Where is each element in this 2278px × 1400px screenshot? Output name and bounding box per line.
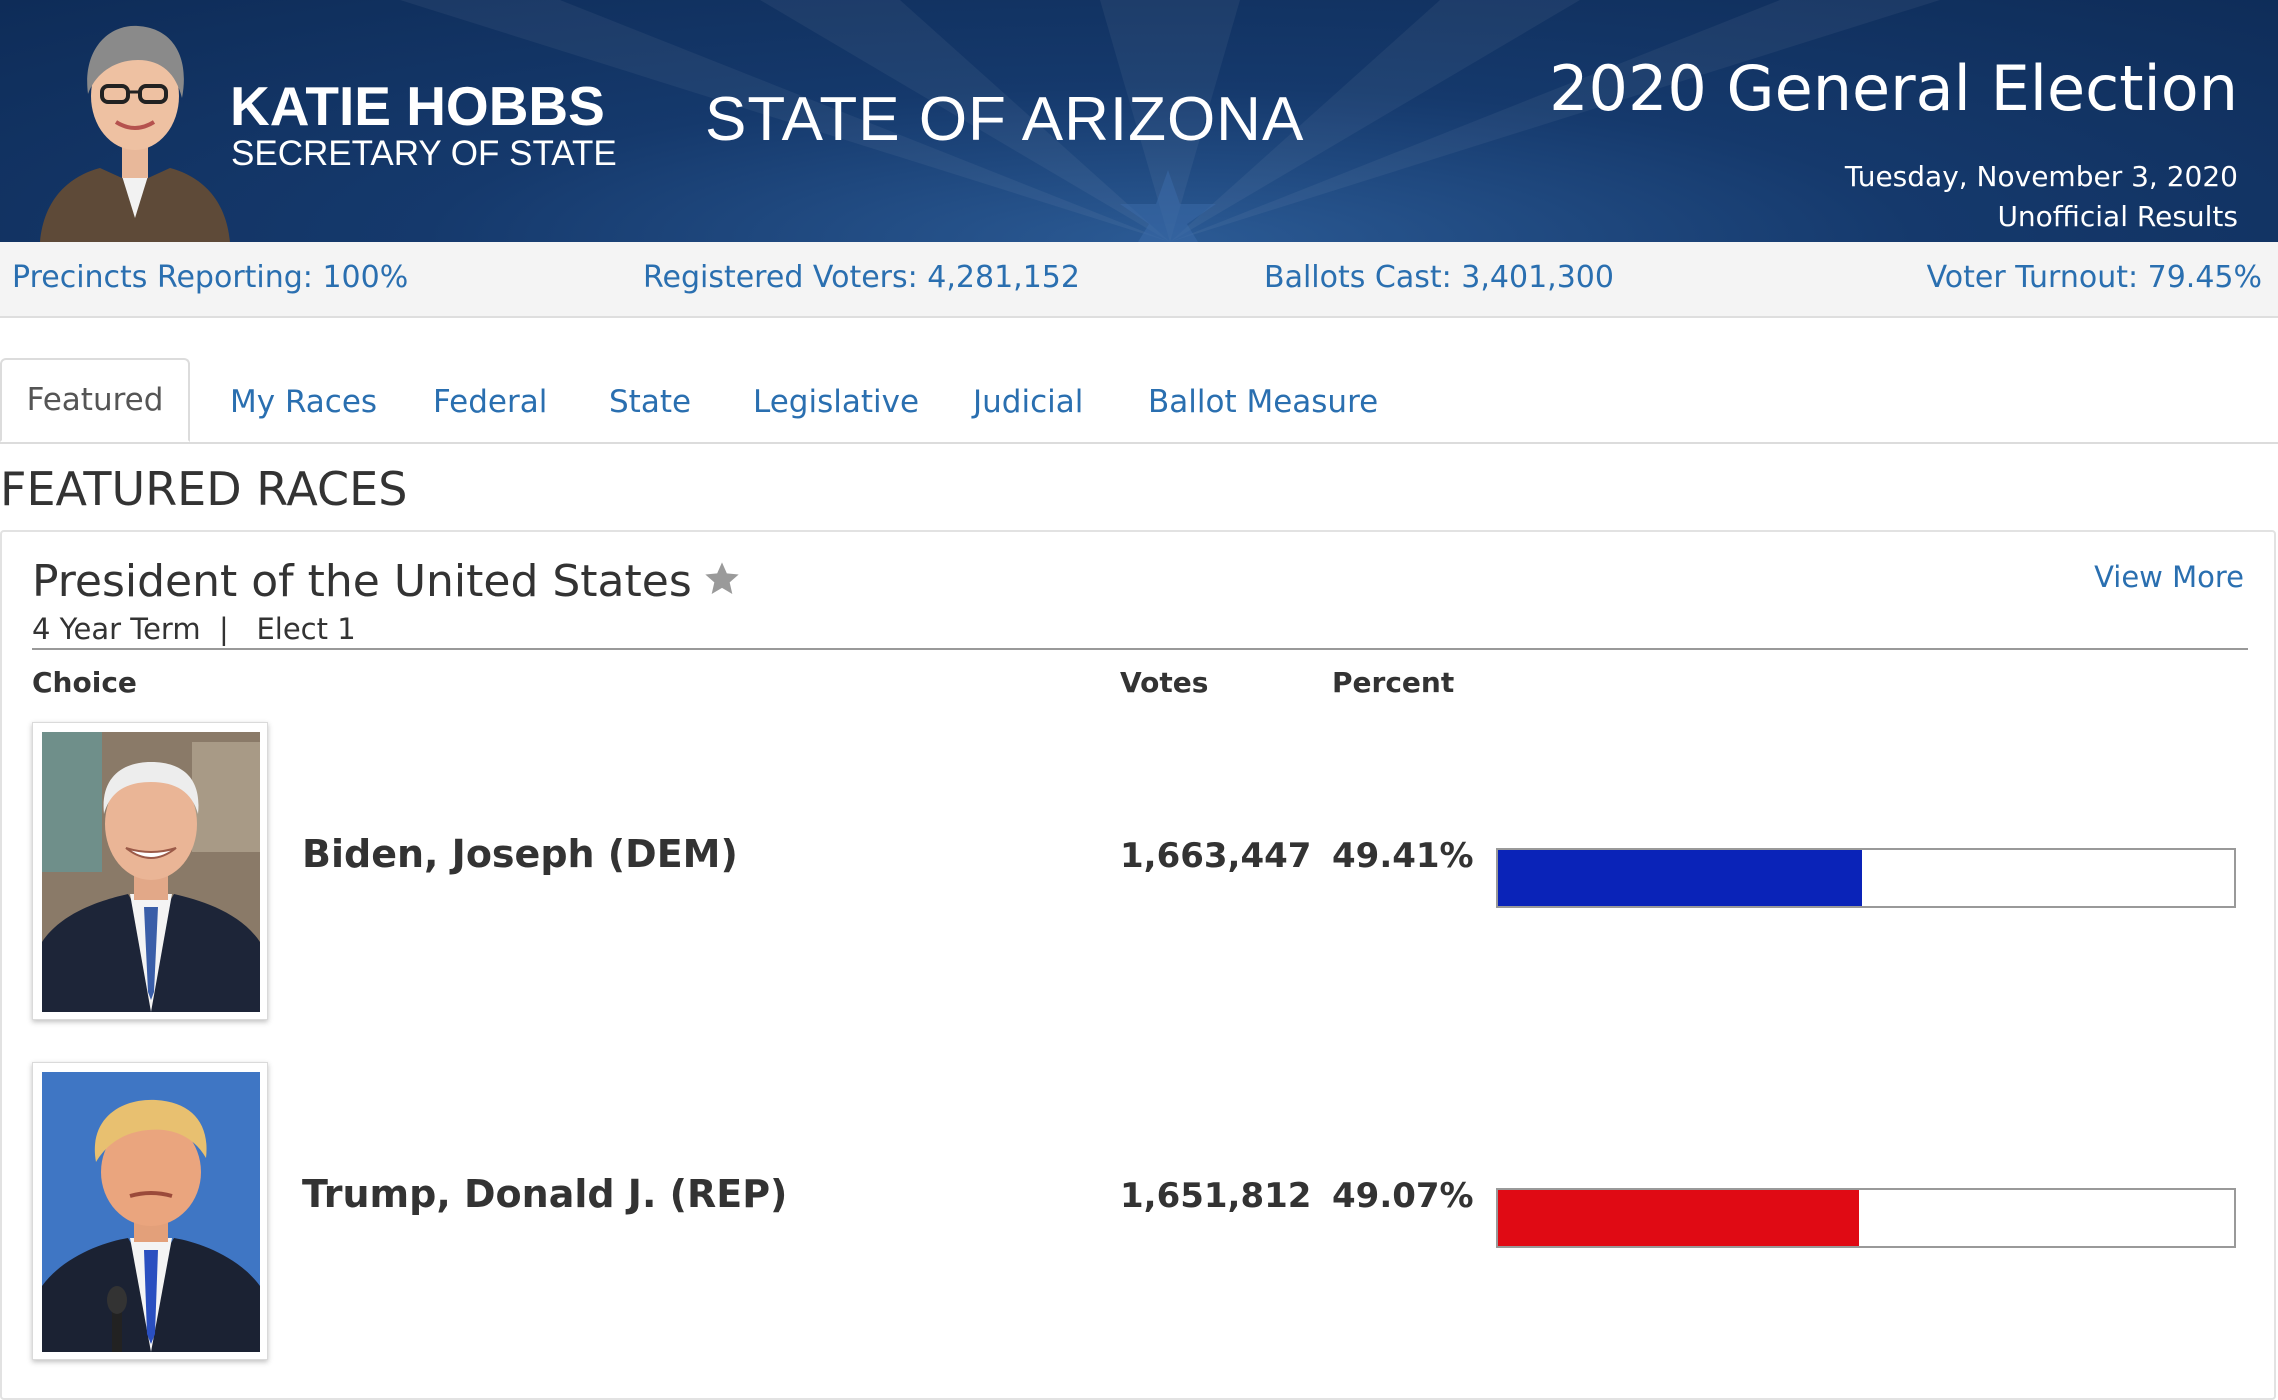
registered-voters: Registered Voters: 4,281,152 [643,260,1080,295]
candidate-photo [32,1062,268,1360]
star-icon[interactable] [702,559,742,610]
vote-share-fill-dem [1498,850,1862,906]
banner-rays-decoration [400,0,1940,242]
results-status: Unofficial Results [1997,200,2238,233]
official-title: SECRETARY OF STATE [231,134,617,173]
vote-share-bar [1496,1188,2236,1248]
view-more-link[interactable]: View More [2094,560,2244,594]
column-header-choice: Choice [32,666,137,699]
stats-bar: Precincts Reporting: 100% Registered Vot… [0,242,2278,318]
candidate-photo [32,722,268,1020]
column-header-votes: Votes [1120,666,1209,699]
column-header-percent: Percent [1332,666,1455,699]
secretary-portrait [40,25,230,242]
ballots-cast: Ballots Cast: 3,401,300 [1264,260,1614,295]
vote-share-fill-rep [1498,1190,1860,1246]
tab-featured[interactable]: Featured [0,358,190,442]
election-date: Tuesday, November 3, 2020 [1844,160,2238,193]
tab-legislative[interactable]: Legislative [753,384,920,420]
candidate-name: Biden, Joseph (DEM) [302,832,738,876]
race-meta: 4 Year Term | Elect 1 [32,612,356,646]
precincts-reporting: Precincts Reporting: 100% [12,260,409,295]
section-title: FEATURED RACES [0,462,408,516]
candidate-name: Trump, Donald J. (REP) [302,1172,788,1216]
candidate-percent: 49.41% [1332,836,1474,876]
race-card: President of the United States 4 Year Te… [0,530,2276,1400]
candidate-portrait-trump [42,1072,260,1352]
vote-share-bar [1496,848,2236,908]
race-title-text: President of the United States [32,556,692,607]
star-decoration [1120,170,1216,242]
tab-my-races[interactable]: My Races [230,384,378,420]
race-category-tabs: Featured My Races Federal State Legislat… [0,358,2278,444]
race-divider [32,648,2248,650]
tab-judicial[interactable]: Judicial [973,384,1084,420]
state-name: STATE OF ARIZONA [705,85,1305,154]
header-banner: KATIE HOBBS SECRETARY OF STATE STATE OF … [0,0,2278,242]
election-title: 2020 General Election [1549,52,2238,125]
official-name: KATIE HOBBS [230,75,605,137]
candidate-portrait-biden [42,732,260,1012]
candidate-votes: 1,663,447 [1120,836,1312,876]
race-title: President of the United States [32,556,742,610]
tab-ballot-measure[interactable]: Ballot Measure [1148,384,1379,420]
tab-state[interactable]: State [609,384,692,420]
candidate-percent: 49.07% [1332,1176,1474,1216]
tab-federal[interactable]: Federal [433,384,548,420]
candidate-votes: 1,651,812 [1120,1176,1312,1216]
voter-turnout: Voter Turnout: 79.45% [1926,260,2262,295]
